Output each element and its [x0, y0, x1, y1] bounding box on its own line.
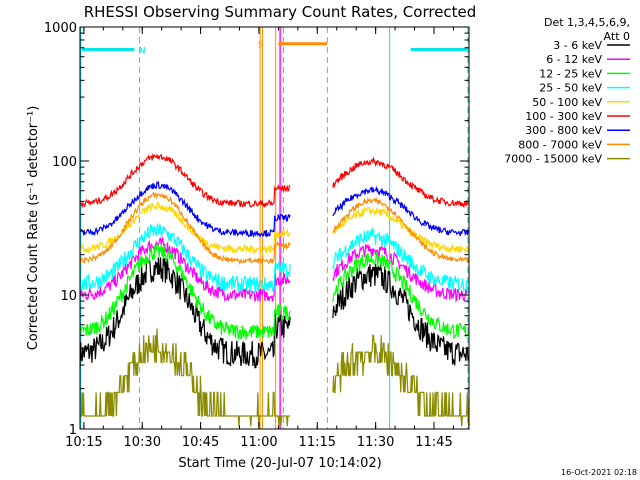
- series-line: [79, 257, 470, 369]
- x-axis-label: Start Time (20-Jul-07 10:14:02): [178, 456, 381, 471]
- series-line: [79, 223, 470, 294]
- legend-header-line-1: Det 1,3,4,5,6,9,: [544, 16, 630, 29]
- legend-label: 6 - 12 keV: [546, 53, 602, 66]
- y-tick-label: 1000: [44, 21, 77, 36]
- y-tick-label: 10: [60, 289, 77, 304]
- x-tick-label: 10:45: [182, 435, 219, 450]
- x-tick-label: 11:45: [415, 435, 452, 450]
- legend-label: 12 - 25 keV: [539, 67, 602, 80]
- y-tick-label: 1: [69, 423, 77, 438]
- legend-label: 3 - 6 keV: [553, 39, 602, 52]
- x-axis: 10:15 10:30 10:45 11:00 11:15 11:30 11:45: [65, 27, 454, 450]
- legend-label: 50 - 100 keV: [532, 96, 602, 109]
- plot-frame: [79, 26, 470, 430]
- chart-title: RHESSI Observing Summary Count Rates, Co…: [84, 3, 477, 21]
- series-line: [79, 180, 470, 239]
- legend-label: 25 - 50 keV: [539, 82, 602, 95]
- y-tick-label: 100: [52, 155, 77, 170]
- legend-label: 800 - 7000 keV: [518, 138, 602, 151]
- flag-label: S: [258, 41, 264, 51]
- legend-label: 300 - 800 keV: [525, 124, 602, 137]
- x-tick-label: 10:30: [124, 435, 161, 450]
- x-tick-label: 11:15: [299, 435, 336, 450]
- series-line: [79, 152, 469, 209]
- series-line: [79, 243, 470, 340]
- legend-label: 7000 - 15000 keV: [504, 153, 602, 166]
- plot-area: NS: [79, 26, 470, 430]
- footer-date: 16-Oct-2021 02:18: [561, 468, 637, 477]
- series-line: [80, 328, 470, 427]
- x-tick-label: 10:15: [65, 435, 102, 450]
- x-tick-label: 11:30: [357, 435, 394, 450]
- flag-label: N: [139, 46, 146, 56]
- legend-header-line-2: Att 0: [604, 30, 630, 43]
- x-tick-label: 11:00: [240, 435, 277, 450]
- series-line: [79, 191, 470, 266]
- y-axis: 1 10 100 1000: [44, 21, 469, 438]
- series-layer: [79, 152, 470, 427]
- legend-label: 100 - 300 keV: [525, 110, 602, 123]
- y-axis-label: Corrected Count Rate (s⁻¹ detector⁻¹): [26, 106, 41, 351]
